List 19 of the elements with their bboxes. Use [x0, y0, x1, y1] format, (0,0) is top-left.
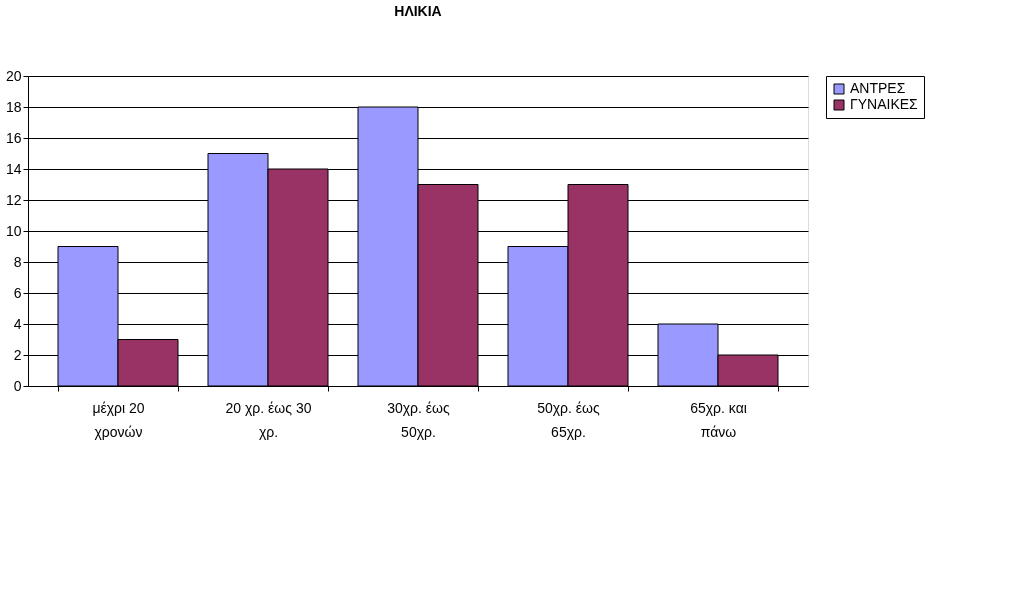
y-tick-label: 10	[5, 222, 22, 239]
y-tick-label: 0	[13, 377, 22, 394]
chart-title: ΗΛΙΚΙΑ	[394, 3, 442, 19]
y-tick-label: 20	[5, 67, 22, 84]
y-tick-label: 6	[13, 284, 22, 301]
x-tick-label: 50χρ. έως 65χρ.	[537, 399, 601, 440]
y-tick-label: 4	[13, 315, 22, 332]
legend-label: ΓΥΝΑΙΚΕΣ	[850, 96, 919, 112]
y-tick-label: 2	[13, 346, 22, 363]
y-tick-label: 8	[13, 253, 22, 270]
y-tick-label: 12	[5, 191, 22, 208]
x-tick-label: 20 χρ. έως 30 χρ.	[225, 399, 312, 440]
x-tick-label: 65χρ. και πάνω	[690, 399, 747, 440]
x-tick-label: 30χρ. έως 50χρ.	[387, 399, 451, 440]
x-tick-label: μέχρι 20 χρονών	[92, 399, 145, 440]
y-tick-label: 14	[5, 160, 22, 177]
legend-label: ΑΝΤΡΕΣ	[850, 80, 906, 96]
y-tick-label: 16	[5, 129, 22, 146]
y-tick-label: 18	[5, 98, 22, 115]
